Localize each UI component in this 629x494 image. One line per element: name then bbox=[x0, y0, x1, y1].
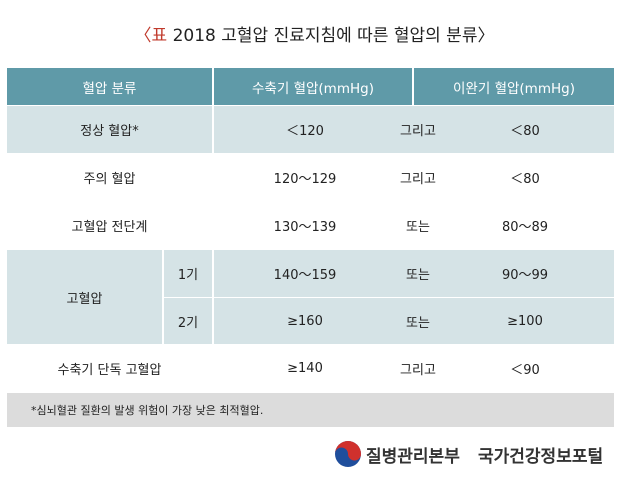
category-cell: 정상 혈압* bbox=[7, 106, 212, 153]
systolic-cell: 130～139 bbox=[273, 220, 337, 235]
header-cell: 수축기 혈압(mmHg) bbox=[214, 68, 412, 105]
title-bracket: 〉 bbox=[477, 25, 495, 46]
conjunction-cell: 그리고 bbox=[400, 172, 436, 187]
systolic-cell: 140～159 bbox=[273, 268, 337, 283]
organization: 질병관리본부 bbox=[366, 446, 460, 467]
diastolic-cell: ＜80 bbox=[510, 172, 540, 187]
category-cell: 고혈압 bbox=[7, 250, 162, 344]
header-cell: 혈압 분류 bbox=[7, 68, 212, 105]
systolic-cell: ＜120 bbox=[286, 124, 324, 139]
row-bg bbox=[214, 250, 614, 297]
title-text: 2018 고혈압 진료지침에 따른 혈압의 분류 bbox=[172, 25, 478, 46]
row-bg bbox=[214, 345, 614, 392]
diastolic-cell: 90～99 bbox=[501, 268, 549, 283]
diastolic-cell: ＜90 bbox=[510, 363, 540, 378]
logo-icon bbox=[335, 441, 361, 467]
conjunction-cell: 또는 bbox=[406, 220, 430, 235]
category-cell: 고혈압 전단계 bbox=[7, 202, 212, 249]
row-bg bbox=[214, 154, 614, 201]
title: 〈 표 2018 고혈압 진료지침에 따른 혈압의 분류 〉 bbox=[0, 20, 629, 46]
systolic-cell: ≥140 bbox=[287, 361, 323, 376]
conjunction-cell: 또는 bbox=[406, 268, 430, 283]
systolic-cell: 120～129 bbox=[273, 172, 337, 187]
stage-cell: 1기 bbox=[164, 250, 212, 297]
title-label: 표 bbox=[151, 25, 168, 46]
systolic-cell: ≥160 bbox=[287, 313, 323, 329]
row-bg bbox=[214, 298, 614, 344]
category-cell: 수축기 단독 고혈압 bbox=[7, 345, 212, 392]
diastolic-cell: ＜80 bbox=[510, 124, 540, 139]
diastolic-cell: ≥100 bbox=[507, 313, 543, 329]
diastolic-cell: 80～89 bbox=[501, 220, 549, 235]
conjunction-cell: 그리고 bbox=[400, 124, 436, 139]
row-bg bbox=[214, 202, 614, 249]
footnote: *심뇌혈관 질환의 발생 위험이 가장 낮은 최적혈압. bbox=[7, 393, 614, 427]
conjunction-cell: 그리고 bbox=[400, 363, 436, 378]
title-bracket: 〈 bbox=[134, 25, 152, 46]
row-bg bbox=[214, 106, 614, 153]
portal: 국가건강정보포털 bbox=[478, 446, 604, 467]
conjunction-cell: 또는 bbox=[406, 315, 430, 331]
stage-cell: 2기 bbox=[164, 298, 212, 344]
header-cell: 이완기 혈압(mmHg) bbox=[414, 68, 614, 105]
category-cell: 주의 혈압 bbox=[7, 154, 212, 201]
